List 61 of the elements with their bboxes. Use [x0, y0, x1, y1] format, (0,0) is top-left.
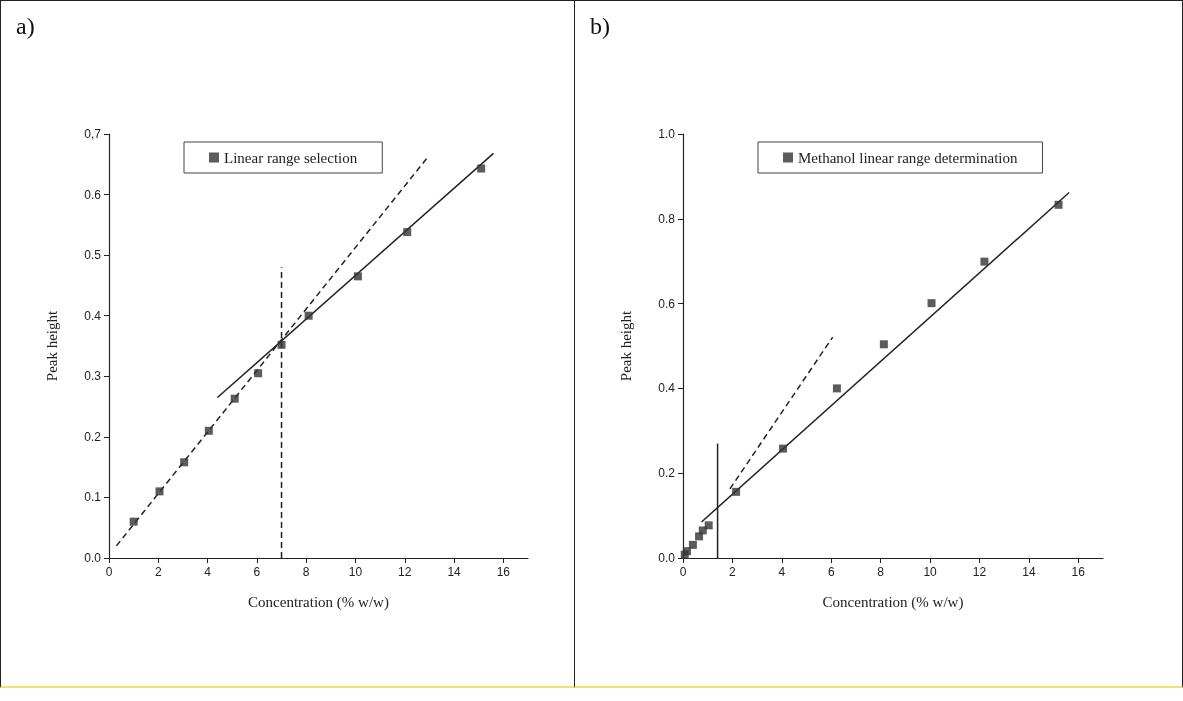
x-tick-label: 16: [1071, 565, 1086, 579]
legend-label: Linear range selection: [224, 149, 358, 166]
y-tick-label: 0.1: [84, 490, 102, 505]
x-tick-label: 6: [253, 565, 261, 579]
point: [698, 526, 707, 535]
point: [879, 340, 888, 349]
y-tick-label: 0.6: [658, 296, 676, 311]
y-tick-label: 0.0: [84, 551, 102, 565]
x-tick-label: 8: [302, 565, 310, 579]
point: [980, 257, 989, 266]
x-tick-label: 4: [778, 565, 786, 579]
x-tick-label: 10: [348, 565, 363, 579]
y-tick-label: 0.3: [84, 369, 102, 384]
x-axis-title: Concentration (% w/w): [248, 593, 389, 611]
y-tick-label: 0.4: [658, 381, 676, 396]
point: [477, 164, 486, 173]
x-tick-label: 4: [204, 565, 212, 579]
point: [180, 458, 189, 467]
y-tick-label: 0.5: [84, 248, 102, 263]
y-tick-label: 0.6: [84, 187, 102, 202]
chart-title: a): [16, 13, 35, 39]
x-tick-label: 16: [496, 565, 511, 579]
point: [155, 487, 164, 496]
y-tick-label: 0.2: [658, 466, 676, 481]
x-tick-label: 14: [447, 565, 462, 579]
point: [230, 394, 239, 403]
x-tick-label: 8: [877, 565, 885, 579]
x-tick-label: 0: [679, 565, 687, 579]
point: [204, 426, 213, 435]
chart-title: b): [590, 13, 610, 39]
legend-label: Methanol linear range determination: [798, 149, 1018, 166]
x-tick-label: 10: [923, 565, 938, 579]
x-tick-label: 6: [827, 565, 835, 579]
point: [927, 299, 936, 308]
y-tick-label: 0.4: [84, 308, 102, 323]
y-tick-label: 0.2: [84, 429, 102, 444]
y-tick-label: 0.0: [658, 551, 676, 565]
point: [353, 272, 362, 281]
y-tick-label: 1.0: [658, 127, 676, 141]
point: [304, 311, 313, 320]
point: [1054, 200, 1063, 209]
y-tick-label: 0,7: [84, 127, 102, 141]
x-tick-label: 12: [398, 565, 412, 579]
point: [779, 444, 788, 453]
point: [254, 369, 263, 378]
x-tick-label: 2: [729, 565, 737, 579]
point: [732, 487, 741, 496]
y-axis-title: Peak height: [43, 309, 60, 382]
point: [277, 340, 286, 349]
y-tick-label: 0.8: [658, 211, 676, 226]
x-tick-label: 14: [1022, 565, 1036, 579]
point: [832, 384, 841, 393]
point: [704, 521, 713, 530]
x-axis-title: Concentration (% w/w): [822, 593, 964, 611]
point: [129, 517, 138, 526]
x-tick-label: 2: [154, 565, 162, 579]
x-tick-label: 0: [105, 565, 113, 579]
point: [403, 228, 412, 237]
y-axis-title: Peak height: [617, 309, 634, 382]
x-tick-label: 12: [972, 565, 987, 579]
point: [688, 540, 697, 549]
